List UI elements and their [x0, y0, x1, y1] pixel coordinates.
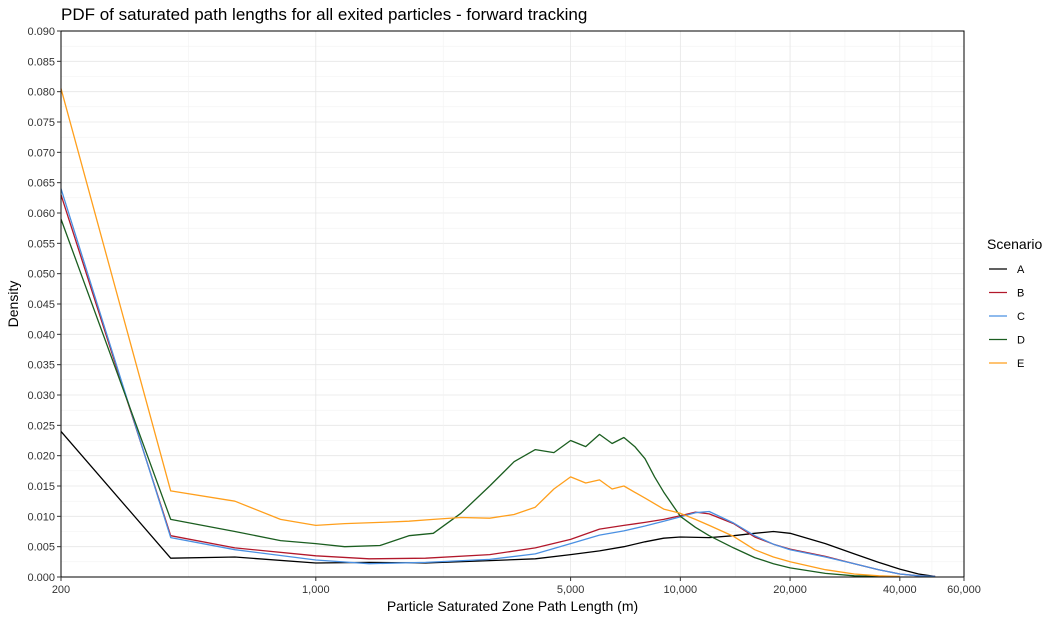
series-line-d — [60, 218, 879, 578]
x-tick-label: 20,000 — [773, 584, 807, 596]
legend-label-a: A — [1017, 264, 1025, 276]
y-tick-label: 0.030 — [27, 390, 55, 402]
series-line-a — [60, 430, 936, 578]
x-tick-label: 10,000 — [664, 584, 698, 596]
y-tick-label: 0.045 — [27, 299, 55, 311]
legend-label-b: B — [1017, 288, 1024, 300]
series-line-b — [60, 194, 936, 578]
y-tick-label: 0.075 — [27, 117, 55, 129]
y-tick-label: 0.055 — [27, 238, 55, 250]
x-tick-label: 1,000 — [302, 584, 330, 596]
series-line-c — [60, 188, 936, 578]
y-tick-label: 0.080 — [27, 87, 55, 99]
y-tick-label: 0.050 — [27, 269, 55, 281]
y-tick-label: 0.065 — [27, 178, 55, 190]
x-tick-label: 200 — [52, 584, 70, 596]
chart-title: PDF of saturated path lengths for all ex… — [61, 5, 587, 24]
y-tick-label: 0.020 — [27, 451, 55, 463]
y-tick-label: 0.025 — [27, 420, 55, 432]
x-axis: 200 1,000 5,000 10,000 20,000 40,000 60,000 — [52, 577, 981, 596]
y-tick-label: 0.035 — [27, 360, 55, 372]
x-tick-label: 5,000 — [557, 584, 585, 596]
y-tick-label: 0.090 — [27, 26, 55, 38]
data-lines — [60, 88, 936, 578]
y-axis-title: Density — [5, 281, 21, 328]
y-tick-label: 0.005 — [27, 542, 55, 554]
x-tick-label: 40,000 — [883, 584, 917, 596]
y-tick-label: 0.000 — [27, 572, 55, 584]
x-tick-label: 60,000 — [947, 584, 981, 596]
y-tick-label: 0.085 — [27, 56, 55, 68]
y-tick-label: 0.015 — [27, 481, 55, 493]
y-tick-label: 0.070 — [27, 147, 55, 159]
legend-label-c: C — [1017, 311, 1025, 323]
x-axis-title: Particle Saturated Zone Path Length (m) — [387, 598, 638, 614]
legend-label-d: D — [1017, 335, 1025, 347]
legend-label-e: E — [1017, 358, 1024, 370]
series-line-e — [60, 88, 900, 578]
y-tick-label: 0.040 — [27, 329, 55, 341]
y-axis: 0.000 0.005 0.010 0.015 0.020 0.025 0.030 0.035… — [27, 26, 61, 584]
legend-title: Scenario — [987, 236, 1042, 252]
y-tick-label: 0.010 — [27, 511, 55, 523]
y-tick-label: 0.060 — [27, 208, 55, 220]
